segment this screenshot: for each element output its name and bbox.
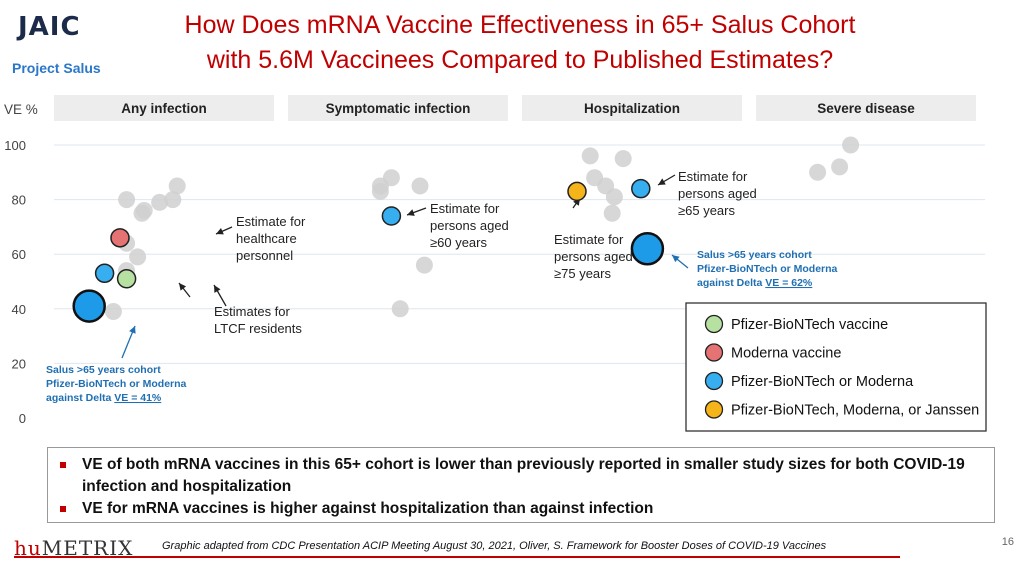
study-point	[842, 136, 860, 154]
panel-header-label: Severe disease	[817, 101, 915, 116]
panel-header-bg	[288, 95, 508, 121]
salus-label-line: Pfizer-BioNTech or Moderna	[46, 378, 187, 390]
project-salus-label: Project Salus	[12, 60, 101, 76]
ve-scatter-chart: 0 20 40 60 80 100 VE % Any infection Symptomatic…	[4, 95, 987, 432]
finding-bullet: VE of both mRNA vaccines in this 65+ coh…	[58, 454, 982, 498]
annotation-label: Estimate for healthcare personnel	[236, 214, 306, 263]
study-point	[371, 182, 389, 200]
estimate-point-either	[631, 178, 651, 199]
salus-point	[72, 289, 106, 323]
study-point	[415, 256, 433, 274]
finding-bullet: VE for mRNA vaccines is higher against h…	[58, 498, 982, 520]
footer-rule	[14, 556, 900, 558]
annotation-arrow-head	[407, 209, 415, 216]
panel-header-bg	[54, 95, 274, 121]
study-point	[164, 191, 182, 209]
annotation-label: Estimate for persons aged ≥60 years	[430, 201, 509, 250]
study-point	[603, 204, 621, 222]
study-point	[129, 248, 147, 266]
study-point	[809, 163, 827, 181]
annotation-arrow-head	[214, 285, 221, 293]
panel-header-bg	[756, 95, 976, 121]
panel-header-label: Hospitalization	[584, 101, 680, 116]
key-findings-box: VE of both mRNA vaccines in this 65+ coh…	[47, 447, 995, 523]
study-point	[133, 204, 151, 222]
legend-swatch	[704, 343, 724, 362]
page-number: 16	[1001, 536, 1014, 548]
y-tick-label: 60	[12, 247, 26, 262]
annotation-arrow-head	[216, 227, 224, 235]
estimate-point-either	[381, 206, 402, 226]
panel-header-bg	[522, 95, 742, 121]
panel-header-label: Symptomatic infection	[326, 101, 471, 116]
legend-swatch	[704, 314, 724, 334]
study-point	[168, 177, 186, 195]
study-point	[382, 169, 400, 187]
annotation-label: Estimate for persons aged ≥65 years	[678, 169, 757, 218]
annotation-arrow-head	[658, 178, 666, 185]
jaic-logo: JAIC Project Salus	[12, 8, 122, 76]
study-point	[391, 300, 409, 318]
source-caption: Graphic adapted from CDC Presentation AC…	[162, 540, 827, 552]
estimate-point-any3	[567, 181, 587, 202]
y-axis-label: VE %	[4, 102, 38, 117]
study-point	[151, 193, 169, 211]
salus-label-line: Pfizer-BioNTech or Moderna	[697, 263, 838, 275]
legend-label: Pfizer-BioNTech vaccine	[731, 317, 888, 333]
y-tick-label: 40	[12, 302, 26, 317]
salus-label-line: Salus >65 years cohort	[46, 364, 161, 376]
salus-arrow-head	[129, 326, 136, 334]
title-line-1: How Does mRNA Vaccine Effectiveness in 6…	[184, 11, 856, 39]
legend-label: Moderna vaccine	[731, 346, 841, 362]
panel-header-label: Any infection	[121, 101, 207, 116]
salus-arrow-head	[672, 255, 680, 263]
y-tick-label: 80	[12, 193, 26, 208]
study-point	[411, 177, 429, 195]
study-point	[118, 191, 136, 209]
y-tick-label: 20	[12, 356, 26, 371]
salus-label-line: Salus >65 years cohort	[697, 249, 812, 261]
estimate-point-either	[94, 263, 115, 284]
slide-title: How Does mRNA Vaccine Effectiveness in 6…	[140, 8, 900, 78]
y-tick-label: 100	[4, 138, 26, 153]
salus-label-ve: against Delta VE = 62%	[697, 277, 813, 289]
salus-label-ve: against Delta VE = 41%	[46, 392, 162, 404]
legend-swatch	[704, 371, 724, 391]
legend-label: Pfizer-BioNTech, Moderna, or Janssen	[731, 403, 979, 419]
salus-point	[630, 231, 665, 266]
legend-label: Pfizer-BioNTech or Moderna	[731, 374, 914, 390]
legend-box	[685, 302, 987, 432]
legend-swatch	[704, 400, 724, 419]
annotation-label: Estimates for LTCF residents	[214, 304, 302, 336]
study-point	[831, 158, 849, 176]
logo-mark: JAIC	[18, 12, 81, 42]
estimate-point-moderna	[110, 228, 130, 248]
study-point	[104, 303, 122, 321]
y-tick-label: 0	[19, 411, 26, 426]
annotation-label: Estimate for persons aged ≥75 years	[554, 232, 633, 281]
estimate-point-pfizer	[116, 269, 137, 289]
study-point	[614, 150, 632, 168]
annotation-arrow-head	[179, 283, 187, 291]
title-line-2: with 5.6M Vaccinees Compared to Publishe…	[206, 46, 834, 74]
study-point	[605, 188, 623, 206]
study-point	[581, 147, 599, 165]
